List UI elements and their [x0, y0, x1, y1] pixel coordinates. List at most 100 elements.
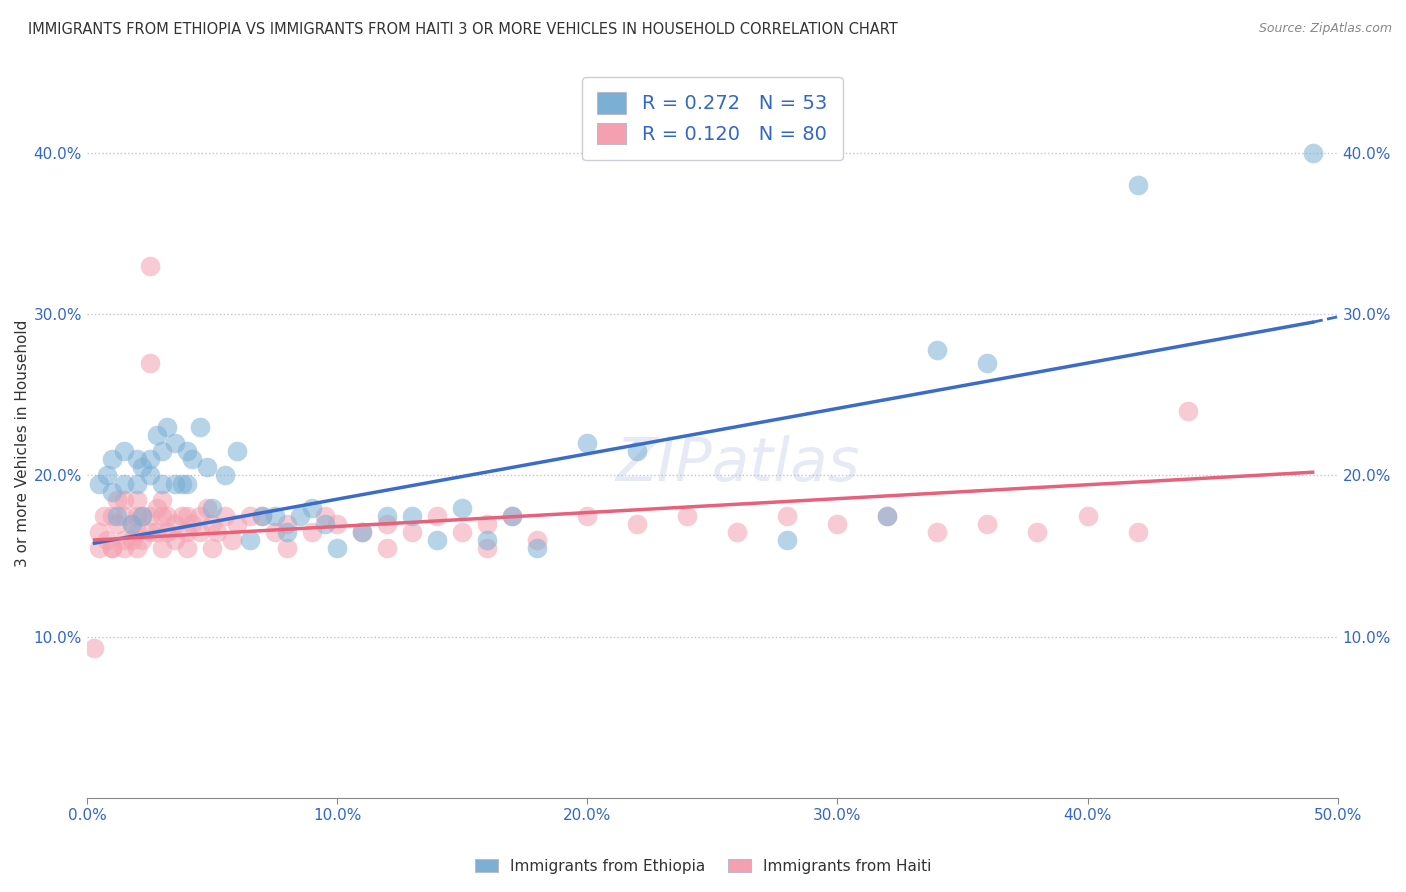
Point	[250, 508, 273, 523]
Point	[114, 508, 136, 523]
Point	[176, 524, 198, 539]
Point	[1302, 145, 1324, 160]
Point	[96, 533, 118, 547]
Point	[101, 484, 124, 499]
Point	[105, 516, 128, 531]
Point	[876, 508, 898, 523]
Point	[214, 468, 236, 483]
Point	[314, 508, 336, 523]
Point	[326, 541, 349, 555]
Point	[776, 533, 799, 547]
Point	[125, 492, 148, 507]
Point	[114, 444, 136, 458]
Point	[401, 508, 423, 523]
Point	[181, 516, 204, 531]
Point	[301, 500, 323, 515]
Point	[195, 500, 218, 515]
Point	[477, 533, 499, 547]
Point	[221, 533, 243, 547]
Point	[276, 524, 298, 539]
Point	[163, 436, 186, 450]
Point	[876, 508, 898, 523]
Point	[226, 516, 249, 531]
Point	[201, 541, 224, 555]
Point	[125, 476, 148, 491]
Point	[827, 516, 849, 531]
Point	[526, 541, 548, 555]
Point	[725, 524, 748, 539]
Point	[1126, 524, 1149, 539]
Point	[526, 533, 548, 547]
Point	[477, 516, 499, 531]
Point	[138, 452, 160, 467]
Point	[138, 508, 160, 523]
Point	[477, 541, 499, 555]
Point	[105, 508, 128, 523]
Point	[114, 541, 136, 555]
Point	[150, 444, 173, 458]
Point	[181, 452, 204, 467]
Point	[121, 516, 143, 531]
Point	[131, 533, 153, 547]
Point	[163, 476, 186, 491]
Point	[226, 444, 249, 458]
Point	[138, 259, 160, 273]
Point	[201, 500, 224, 515]
Point	[176, 508, 198, 523]
Point	[263, 524, 285, 539]
Point	[170, 508, 193, 523]
Point	[105, 492, 128, 507]
Point	[188, 508, 211, 523]
Point	[676, 508, 699, 523]
Legend: R = 0.272   N = 53, R = 0.120   N = 80: R = 0.272 N = 53, R = 0.120 N = 80	[582, 77, 842, 160]
Point	[426, 533, 449, 547]
Point	[375, 508, 398, 523]
Point	[976, 516, 998, 531]
Point	[114, 476, 136, 491]
Point	[114, 492, 136, 507]
Point	[101, 541, 124, 555]
Point	[776, 508, 799, 523]
Point	[352, 524, 374, 539]
Point	[150, 492, 173, 507]
Point	[301, 524, 323, 539]
Point	[576, 508, 599, 523]
Point	[138, 524, 160, 539]
Legend: Immigrants from Ethiopia, Immigrants from Haiti: Immigrants from Ethiopia, Immigrants fro…	[468, 853, 938, 880]
Point	[101, 452, 124, 467]
Point	[1177, 404, 1199, 418]
Point	[276, 516, 298, 531]
Point	[426, 508, 449, 523]
Point	[163, 516, 186, 531]
Point	[501, 508, 523, 523]
Point	[125, 541, 148, 555]
Point	[121, 516, 143, 531]
Point	[501, 508, 523, 523]
Point	[101, 508, 124, 523]
Point	[83, 641, 105, 656]
Point	[451, 500, 474, 515]
Point	[188, 420, 211, 434]
Point	[1026, 524, 1049, 539]
Point	[156, 420, 179, 434]
Point	[352, 524, 374, 539]
Y-axis label: 3 or more Vehicles in Household: 3 or more Vehicles in Household	[15, 319, 30, 567]
Point	[93, 508, 115, 523]
Point	[150, 541, 173, 555]
Point	[176, 444, 198, 458]
Point	[96, 468, 118, 483]
Point	[238, 508, 260, 523]
Point	[138, 468, 160, 483]
Point	[276, 541, 298, 555]
Point	[131, 460, 153, 475]
Point	[375, 541, 398, 555]
Text: ZIPatlas: ZIPatlas	[614, 435, 859, 494]
Point	[89, 541, 111, 555]
Point	[131, 508, 153, 523]
Point	[1126, 178, 1149, 193]
Text: IMMIGRANTS FROM ETHIOPIA VS IMMIGRANTS FROM HAITI 3 OR MORE VEHICLES IN HOUSEHOL: IMMIGRANTS FROM ETHIOPIA VS IMMIGRANTS F…	[28, 22, 898, 37]
Point	[927, 524, 949, 539]
Point	[214, 508, 236, 523]
Point	[976, 355, 998, 369]
Point	[156, 508, 179, 523]
